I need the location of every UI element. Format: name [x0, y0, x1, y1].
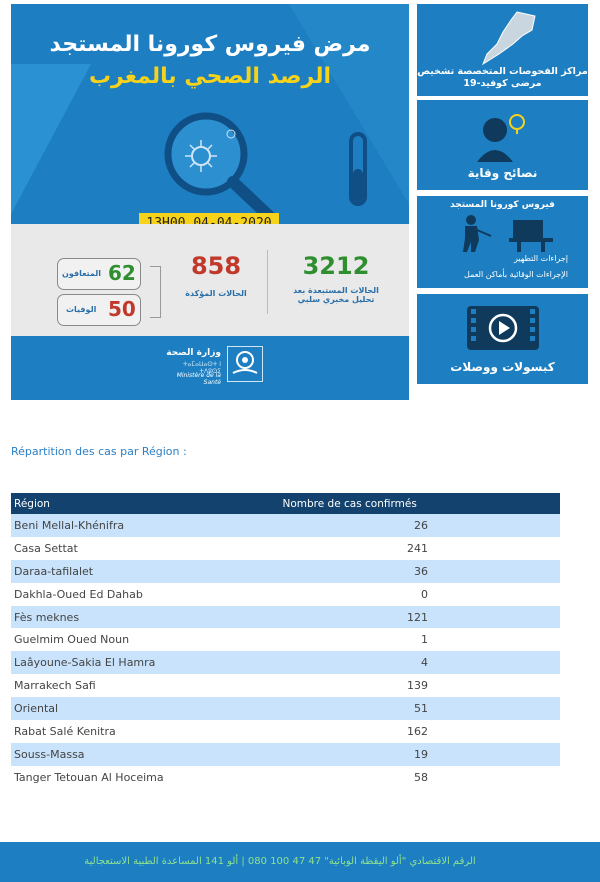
table-row: Guelmim Oued Noun 1	[11, 628, 560, 651]
region-name-cell: Tanger Tetouan Al Hoceima	[14, 770, 164, 784]
magnifier-virus-icon	[164, 112, 367, 214]
ministry-logo-block: وزارة الصحة ⵜⴰⵎⴰⵡⴰⵙⵜ ⵏ ⵜⴷⵓⵙⵉ Ministère d…	[161, 346, 263, 386]
case-count-cell: 241	[407, 541, 428, 555]
card-title: نصائح وقاية	[467, 166, 538, 180]
region-name-cell: Guelmim Oued Noun	[14, 633, 130, 647]
recovered-box: 62 المتعافون	[57, 258, 141, 290]
region-name-cell: Casa Settat	[14, 541, 78, 555]
table-row: Beni Mellal-Khénifra 26	[11, 514, 560, 537]
card-disinfection[interactable]: فيروس كورونا المستجد إجراءات التطهير الإ…	[417, 196, 588, 288]
region-name-cell: Dakhla-Oued Ed Dahab	[14, 587, 143, 601]
case-count-cell: 58	[414, 770, 428, 784]
table-row: Rabat Salé Kenitra 162	[11, 720, 560, 743]
card-title: كبسولات ووصلات	[450, 360, 555, 374]
recovered-label: المتعافون	[62, 269, 101, 278]
morocco-map-icon	[481, 11, 536, 66]
thinking-person-icon	[477, 114, 525, 162]
divider	[267, 250, 268, 314]
table-header-row: Région Nombre de cas confirmés	[11, 493, 560, 514]
card-prevention-tips[interactable]: نصائح وقاية	[417, 100, 588, 190]
case-count-cell: 4	[282, 651, 560, 675]
case-count-cell: 36	[282, 559, 560, 583]
region-name-cell: Souss-Massa	[11, 742, 283, 766]
case-count-cell: 139	[407, 679, 428, 693]
ministry-name-arabic: وزارة الصحة	[166, 348, 221, 358]
footer-hotline-text: الرقم الاقتصادي "ألو اليقظة الوبائية" 47…	[84, 856, 476, 867]
case-count-cell: 162	[407, 724, 428, 738]
confirmed-cases-value: 858	[190, 252, 242, 280]
hero-banner[interactable]: مرض فيروس كورونا المستجد الرصد الصحي بال…	[11, 4, 409, 400]
case-count-cell: 26	[282, 514, 560, 537]
column-header-region: Région	[11, 493, 283, 514]
hero-subtitle: الرصد الصحي بالمغرب	[88, 64, 332, 89]
case-count-cell: 1	[421, 633, 428, 647]
table-row: Oriental 51	[11, 697, 560, 721]
confirmed-cases-label: الحالات المؤكدة	[185, 289, 247, 298]
table-row: Laâyoune-Sakia El Hamra 4	[11, 651, 560, 675]
column-header-cases: Nombre de cas confirmés	[282, 493, 560, 514]
table-body: Beni Mellal-Khénifra 26 Casa Settat 241 Dara…	[11, 514, 560, 789]
case-count-cell: 19	[282, 742, 560, 766]
card-capsules[interactable]: كبسولات ووصلات	[417, 294, 588, 384]
film-play-icon	[467, 306, 539, 350]
region-name-cell: Fès meknes	[11, 605, 283, 629]
decorative-shape	[11, 64, 91, 214]
deaths-box: 50 الوفيات	[57, 294, 141, 326]
card-title: فيروس كورونا المستجد	[450, 200, 555, 210]
ministry-name-tifinagh: ⵜⴰⵎⴰⵡⴰⵙⵜ ⵏ ⵜⴷⵓⵙⵉ	[182, 361, 221, 375]
table-row: Daraa-tafilalet 36	[11, 559, 560, 583]
table-row: Souss-Massa 19	[11, 742, 560, 766]
bracket	[150, 266, 161, 318]
deaths-label: الوفيات	[66, 305, 97, 314]
case-count-cell: 0	[421, 587, 428, 601]
table-row: Fès meknes 121	[11, 605, 560, 629]
footer-bar: الرقم الاقتصادي "ألو اليقظة الوبائية" 47…	[0, 842, 600, 882]
region-name-cell: Rabat Salé Kenitra	[14, 724, 116, 738]
excluded-cases-value: 3212	[302, 252, 370, 280]
card-item: إجراءات التطهير	[513, 254, 568, 263]
ministry-name-french: Ministère de la Santé	[176, 372, 221, 386]
table-row: Marrakech Safi 139	[11, 674, 560, 697]
region-cases-table: Région Nombre de cas confirmés Beni Mell…	[11, 493, 560, 789]
case-count-cell: 51	[282, 697, 560, 721]
region-name-cell: Marrakech Safi	[14, 679, 96, 693]
region-name-cell: Daraa-tafilalet	[11, 559, 283, 583]
region-name-cell: Oriental	[11, 697, 283, 721]
case-count-cell: 121	[282, 605, 560, 629]
ministry-emblem-icon	[227, 346, 263, 382]
region-name-cell: Beni Mellal-Khénifra	[11, 514, 283, 537]
hero-title: مرض فيروس كورونا المستجد	[49, 32, 371, 57]
card-title: مراكز الفحوصات المتخصصة تشخيص مرضى كوفيد…	[417, 66, 588, 89]
table-row: Tanger Tetouan Al Hoceima 58	[11, 766, 560, 789]
excluded-cases-label: الحالات المستبعدة بعد تحليل مخبري سلبي	[293, 286, 379, 304]
stats-panel: 3212 الحالات المستبعدة بعد تحليل مخبري س…	[11, 224, 409, 336]
recovered-value: 62	[108, 261, 136, 285]
deaths-value: 50	[108, 297, 136, 321]
card-testing-centers[interactable]: مراكز الفحوصات المتخصصة تشخيص مرضى كوفيد…	[417, 4, 588, 96]
table-row: Casa Settat 241	[11, 537, 560, 560]
region-name-cell: Laâyoune-Sakia El Hamra	[11, 651, 283, 675]
card-item: الإجراءات الوقائية بأماكن العمل	[464, 270, 568, 279]
section-title: Répartition des cas par Région :	[11, 445, 187, 458]
disinfection-worker-icon	[463, 215, 553, 252]
table-row: Dakhla-Oued Ed Dahab 0	[11, 583, 560, 606]
